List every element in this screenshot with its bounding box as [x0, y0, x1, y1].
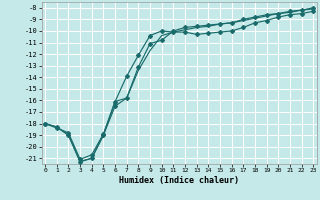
X-axis label: Humidex (Indice chaleur): Humidex (Indice chaleur): [119, 176, 239, 185]
